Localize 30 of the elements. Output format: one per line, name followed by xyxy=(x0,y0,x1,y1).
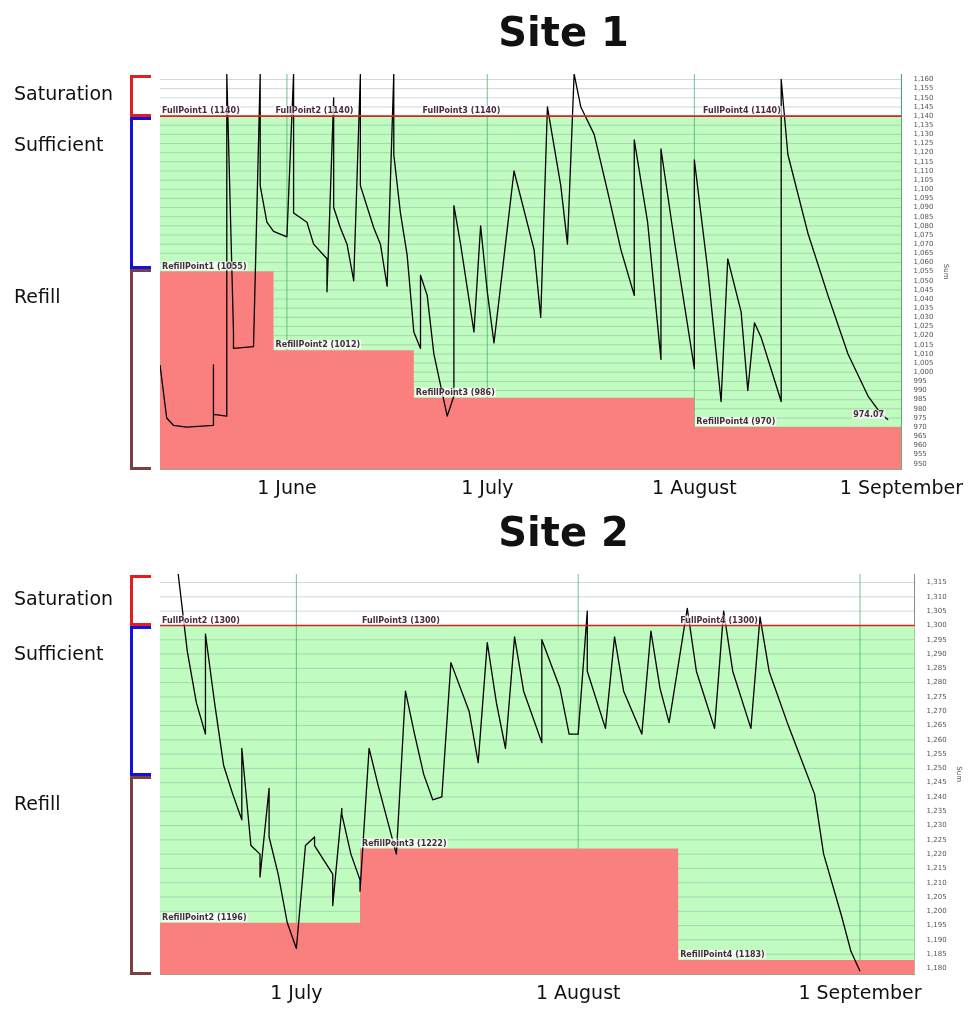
text: Sufficient xyxy=(14,133,104,156)
annotation: 974.07 xyxy=(853,409,885,419)
annotation: RefillPoint3 (986) xyxy=(415,387,495,397)
annotation: FullPoint2 (1300) xyxy=(162,615,240,625)
annotation: FullPoint2 (1140) xyxy=(275,106,354,116)
x-tick-label: 1 August xyxy=(535,980,621,1003)
annotation: RefillPoint1 (1055) xyxy=(162,261,247,271)
x-tick-label: 1 July xyxy=(270,980,323,1003)
x-tick-label: 1 June xyxy=(257,475,317,498)
annotation: FullPoint1 (1140) xyxy=(162,106,240,116)
annotation: RefillPoint4 (1183) xyxy=(680,949,765,959)
annotation: FullPoint3 (1300) xyxy=(362,615,440,625)
chart-title: Site 1 xyxy=(498,9,629,56)
annotation: RefillPoint2 (1012) xyxy=(275,340,361,350)
text: Sufficient xyxy=(14,642,104,665)
annotation: FullPoint3 (1140) xyxy=(422,106,501,116)
x-tick-label: 1 August xyxy=(652,475,737,498)
chart-title: Site 2 xyxy=(498,509,629,556)
annotation: FullPoint4 (1140) xyxy=(703,106,781,116)
text: Refill xyxy=(14,284,61,307)
text: Saturation xyxy=(14,586,114,609)
x-tick-label: 1 July xyxy=(461,475,514,498)
annotation: RefillPoint3 (1222) xyxy=(362,838,447,848)
x-tick-label: 1 September xyxy=(798,980,922,1003)
text: Saturation xyxy=(14,82,114,105)
annotation: RefillPoint2 (1196) xyxy=(162,912,247,922)
annotation: RefillPoint4 (970) xyxy=(696,417,776,427)
annotation: FullPoint4 (1300) xyxy=(680,615,758,625)
x-tick-label: 1 September xyxy=(839,475,964,498)
text: Refill xyxy=(14,792,61,815)
